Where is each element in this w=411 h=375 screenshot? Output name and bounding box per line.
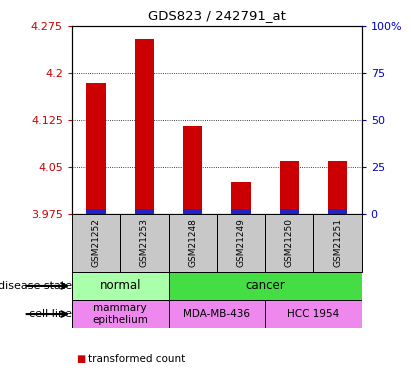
Bar (72, 214, 120, 272)
Text: GSM21250: GSM21250 (285, 218, 294, 267)
Text: HCC 1954: HCC 1954 (287, 309, 339, 319)
Bar (72, 300, 169, 328)
Bar (279, 209, 299, 214)
Bar (86, 82, 106, 214)
Bar (72, 272, 169, 300)
Text: GSM21253: GSM21253 (140, 218, 149, 267)
Bar (328, 209, 347, 214)
Bar (135, 39, 154, 214)
Text: ■: ■ (76, 354, 85, 364)
Text: normal: normal (99, 279, 141, 292)
Bar (231, 183, 251, 214)
Bar (231, 209, 251, 214)
Bar (183, 209, 202, 214)
Bar (169, 214, 217, 272)
Text: transformed count: transformed count (88, 354, 186, 364)
Bar (183, 126, 202, 214)
Bar (135, 209, 154, 214)
Bar (169, 300, 265, 328)
Text: GSM21252: GSM21252 (92, 218, 101, 267)
Text: GSM21251: GSM21251 (333, 218, 342, 267)
Bar (328, 160, 347, 214)
Bar (279, 160, 299, 214)
Text: MDA-MB-436: MDA-MB-436 (183, 309, 250, 319)
Bar (169, 272, 362, 300)
Text: disease state: disease state (0, 281, 72, 291)
Bar (217, 214, 265, 272)
Bar (120, 214, 169, 272)
Text: cell line: cell line (29, 309, 72, 319)
Text: GSM21248: GSM21248 (188, 218, 197, 267)
Text: mammary
epithelium: mammary epithelium (92, 303, 148, 325)
Bar (265, 214, 313, 272)
Bar (86, 209, 106, 214)
Text: cancer: cancer (245, 279, 285, 292)
Title: GDS823 / 242791_at: GDS823 / 242791_at (148, 9, 286, 22)
Bar (313, 214, 362, 272)
Text: GSM21249: GSM21249 (236, 218, 245, 267)
Bar (265, 300, 362, 328)
